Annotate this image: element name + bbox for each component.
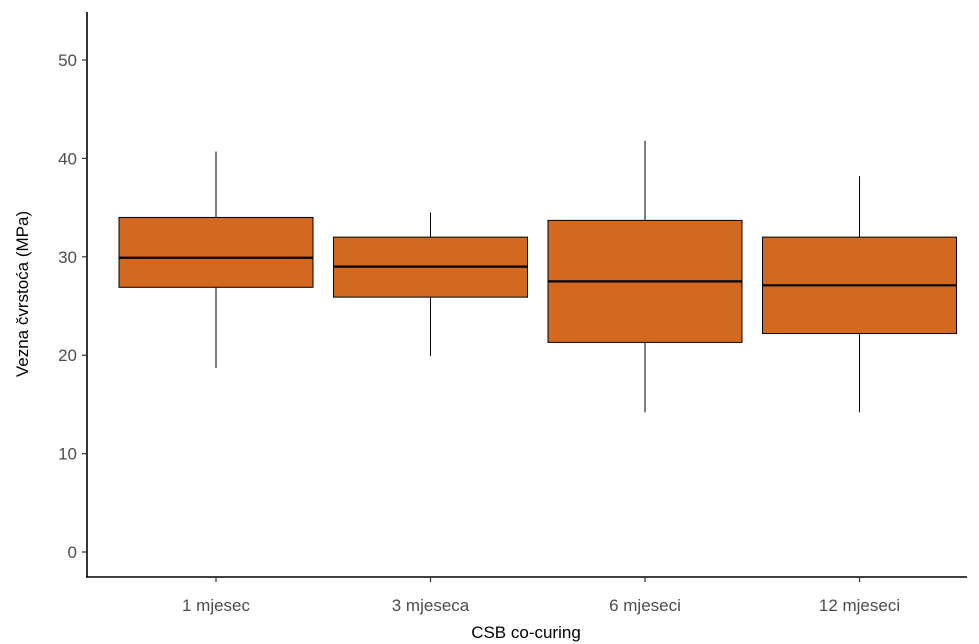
x-tick-label: 12 mjeseci (819, 596, 900, 615)
y-axis-title: Vezna čvrstoća (MPa) (13, 211, 32, 377)
box-group (547, 140, 743, 413)
y-tick-label: 50 (58, 51, 77, 70)
box-group (118, 151, 314, 368)
y-tick-label: 10 (58, 445, 77, 464)
plot-area (118, 140, 957, 413)
box-group (762, 176, 957, 413)
box-iqr (118, 216, 314, 288)
y-axis-ticks: 0 10 20 30 40 50 (58, 51, 87, 562)
x-tick-label: 1 mjesec (182, 596, 251, 615)
y-tick-label: 0 (68, 543, 77, 562)
y-tick-label: 20 (58, 346, 77, 365)
x-axis-title: CSB co-curing (471, 623, 581, 642)
box-group (333, 212, 528, 357)
y-tick-label: 40 (58, 149, 77, 168)
x-axis-ticks: 1 mjesec 3 mjeseca 6 mjeseci 12 mjeseci (182, 577, 900, 615)
x-tick-label: 6 mjeseci (609, 596, 681, 615)
x-tick-label: 3 mjeseca (392, 596, 470, 615)
y-tick-label: 30 (58, 248, 77, 267)
